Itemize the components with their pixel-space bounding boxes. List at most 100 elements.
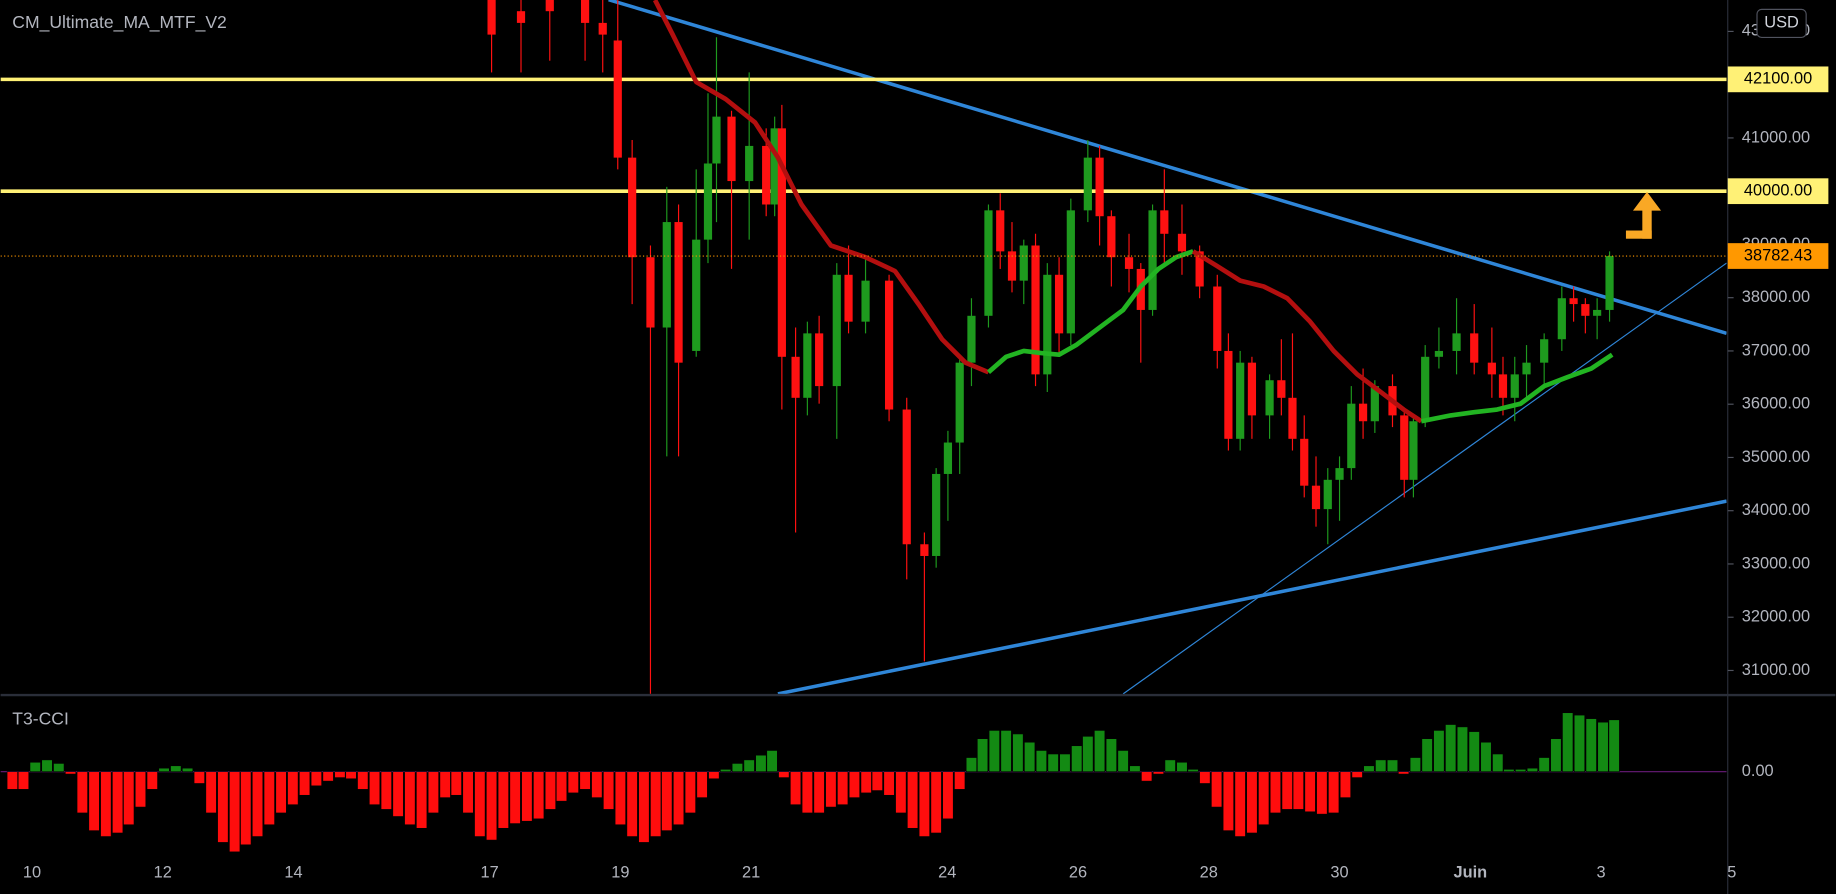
cci-bar: [112, 771, 124, 834]
cci-bar: [1258, 771, 1270, 826]
cci-bar: [509, 771, 521, 824]
candle-body: [727, 116, 736, 182]
candle-body: [902, 409, 911, 545]
cci-bar: [755, 754, 767, 772]
candle-body: [967, 315, 976, 363]
candle-body: [920, 544, 929, 556]
cci-bar: [766, 750, 778, 772]
cci-bar: [310, 771, 322, 787]
candle-body: [1236, 362, 1245, 439]
x-tick-label: 28: [1200, 863, 1218, 881]
cci-bar: [988, 730, 1000, 772]
cci-bar: [345, 771, 357, 780]
cci-bar: [357, 771, 369, 790]
cci-bar: [895, 771, 907, 814]
cci-bar: [801, 771, 813, 814]
cci-bar: [100, 771, 112, 837]
x-tick-label: 26: [1069, 863, 1087, 881]
candle-body: [1066, 210, 1075, 334]
currency-label: USD: [1764, 14, 1799, 32]
cci-bar: [883, 771, 895, 796]
cci-bar: [533, 771, 545, 820]
cci-bar: [404, 771, 416, 826]
candle-body: [1195, 251, 1204, 287]
x-tick-label: 5: [1727, 863, 1736, 881]
cci-bar: [918, 771, 930, 837]
candle-body: [1605, 256, 1614, 310]
cci-bar: [1515, 769, 1527, 772]
axes: 31000.00 32000.00 33000.00 34000.00 35000.00…: [23, 22, 1829, 881]
x-tick-label: 3: [1596, 863, 1605, 881]
cci-bar: [1562, 712, 1574, 772]
cci-bar: [275, 771, 287, 814]
cci-bar: [1281, 771, 1293, 810]
indicator-title: T3-CCI: [12, 708, 69, 728]
candle-body: [1019, 245, 1028, 281]
x-tick-label: 10: [23, 863, 41, 881]
cci-bar: [1433, 730, 1445, 772]
cci-bar: [743, 759, 755, 772]
cci-bar: [6, 771, 18, 790]
candle-body: [1581, 304, 1590, 316]
cci-bar: [661, 771, 673, 831]
currency-badge[interactable]: [1756, 8, 1807, 39]
candle-body: [1569, 298, 1578, 305]
cci-bar: [871, 771, 883, 791]
candle-body: [1347, 403, 1356, 469]
cci-bar: [708, 771, 720, 780]
y-tick-label: 34000.00: [1742, 501, 1810, 519]
cci-bar: [29, 761, 41, 772]
last-price-label: 38782.43: [1744, 246, 1812, 264]
candle-body: [1288, 397, 1297, 439]
candle-body: [932, 473, 941, 556]
cci-bar: [579, 771, 591, 790]
level-label-box: [1727, 66, 1829, 93]
cci-bar: [64, 771, 77, 775]
moving-average: [1191, 249, 1423, 424]
cci-bar: [626, 771, 638, 837]
candle-body: [1593, 309, 1602, 316]
cci-bar: [860, 771, 872, 794]
breakout-arrow: [1625, 191, 1662, 239]
cci-bar: [1071, 745, 1083, 772]
moving-average: [986, 249, 1194, 375]
cci-bar: [287, 771, 299, 805]
cci-bar: [1035, 750, 1047, 772]
candle-body: [1054, 274, 1064, 334]
y-tick-label: 32000.00: [1742, 608, 1810, 626]
cci-bar: [650, 771, 662, 837]
cci-bar: [474, 771, 486, 837]
candle-body: [545, 0, 554, 12]
cci-bar: [1176, 761, 1188, 772]
candle-body: [832, 274, 841, 387]
cci-bar: [1199, 771, 1211, 784]
cci-bar: [193, 771, 205, 784]
candle-body: [516, 11, 526, 23]
cci-bar: [299, 771, 311, 796]
cci-bar: [1597, 721, 1609, 772]
cci-bar: [1363, 765, 1375, 772]
cci-bar: [591, 771, 603, 798]
candle-body: [1452, 333, 1461, 351]
candle-body: [762, 145, 771, 205]
cci-bar: [134, 771, 147, 808]
candle-body: [1510, 374, 1519, 398]
candle-body: [861, 280, 870, 322]
candle-body: [844, 274, 853, 322]
cci-bar: [1445, 724, 1457, 772]
cci-bar: [1024, 741, 1036, 772]
cci-bar: [1538, 757, 1550, 772]
cci-bar: [1082, 736, 1094, 772]
cci-bar: [158, 767, 170, 772]
cci-bar: [450, 771, 462, 796]
level-label: 40000.00: [1744, 182, 1812, 200]
candle-body: [1300, 438, 1309, 486]
cci-bar: [544, 771, 556, 810]
cci-bar: [1375, 759, 1387, 772]
cci-bar: [614, 771, 626, 826]
candle-body: [712, 116, 721, 164]
candle-body: [1370, 386, 1379, 422]
price-pane: [0, 0, 1727, 694]
cci-bar: [848, 771, 860, 798]
candle-body: [1277, 380, 1286, 398]
